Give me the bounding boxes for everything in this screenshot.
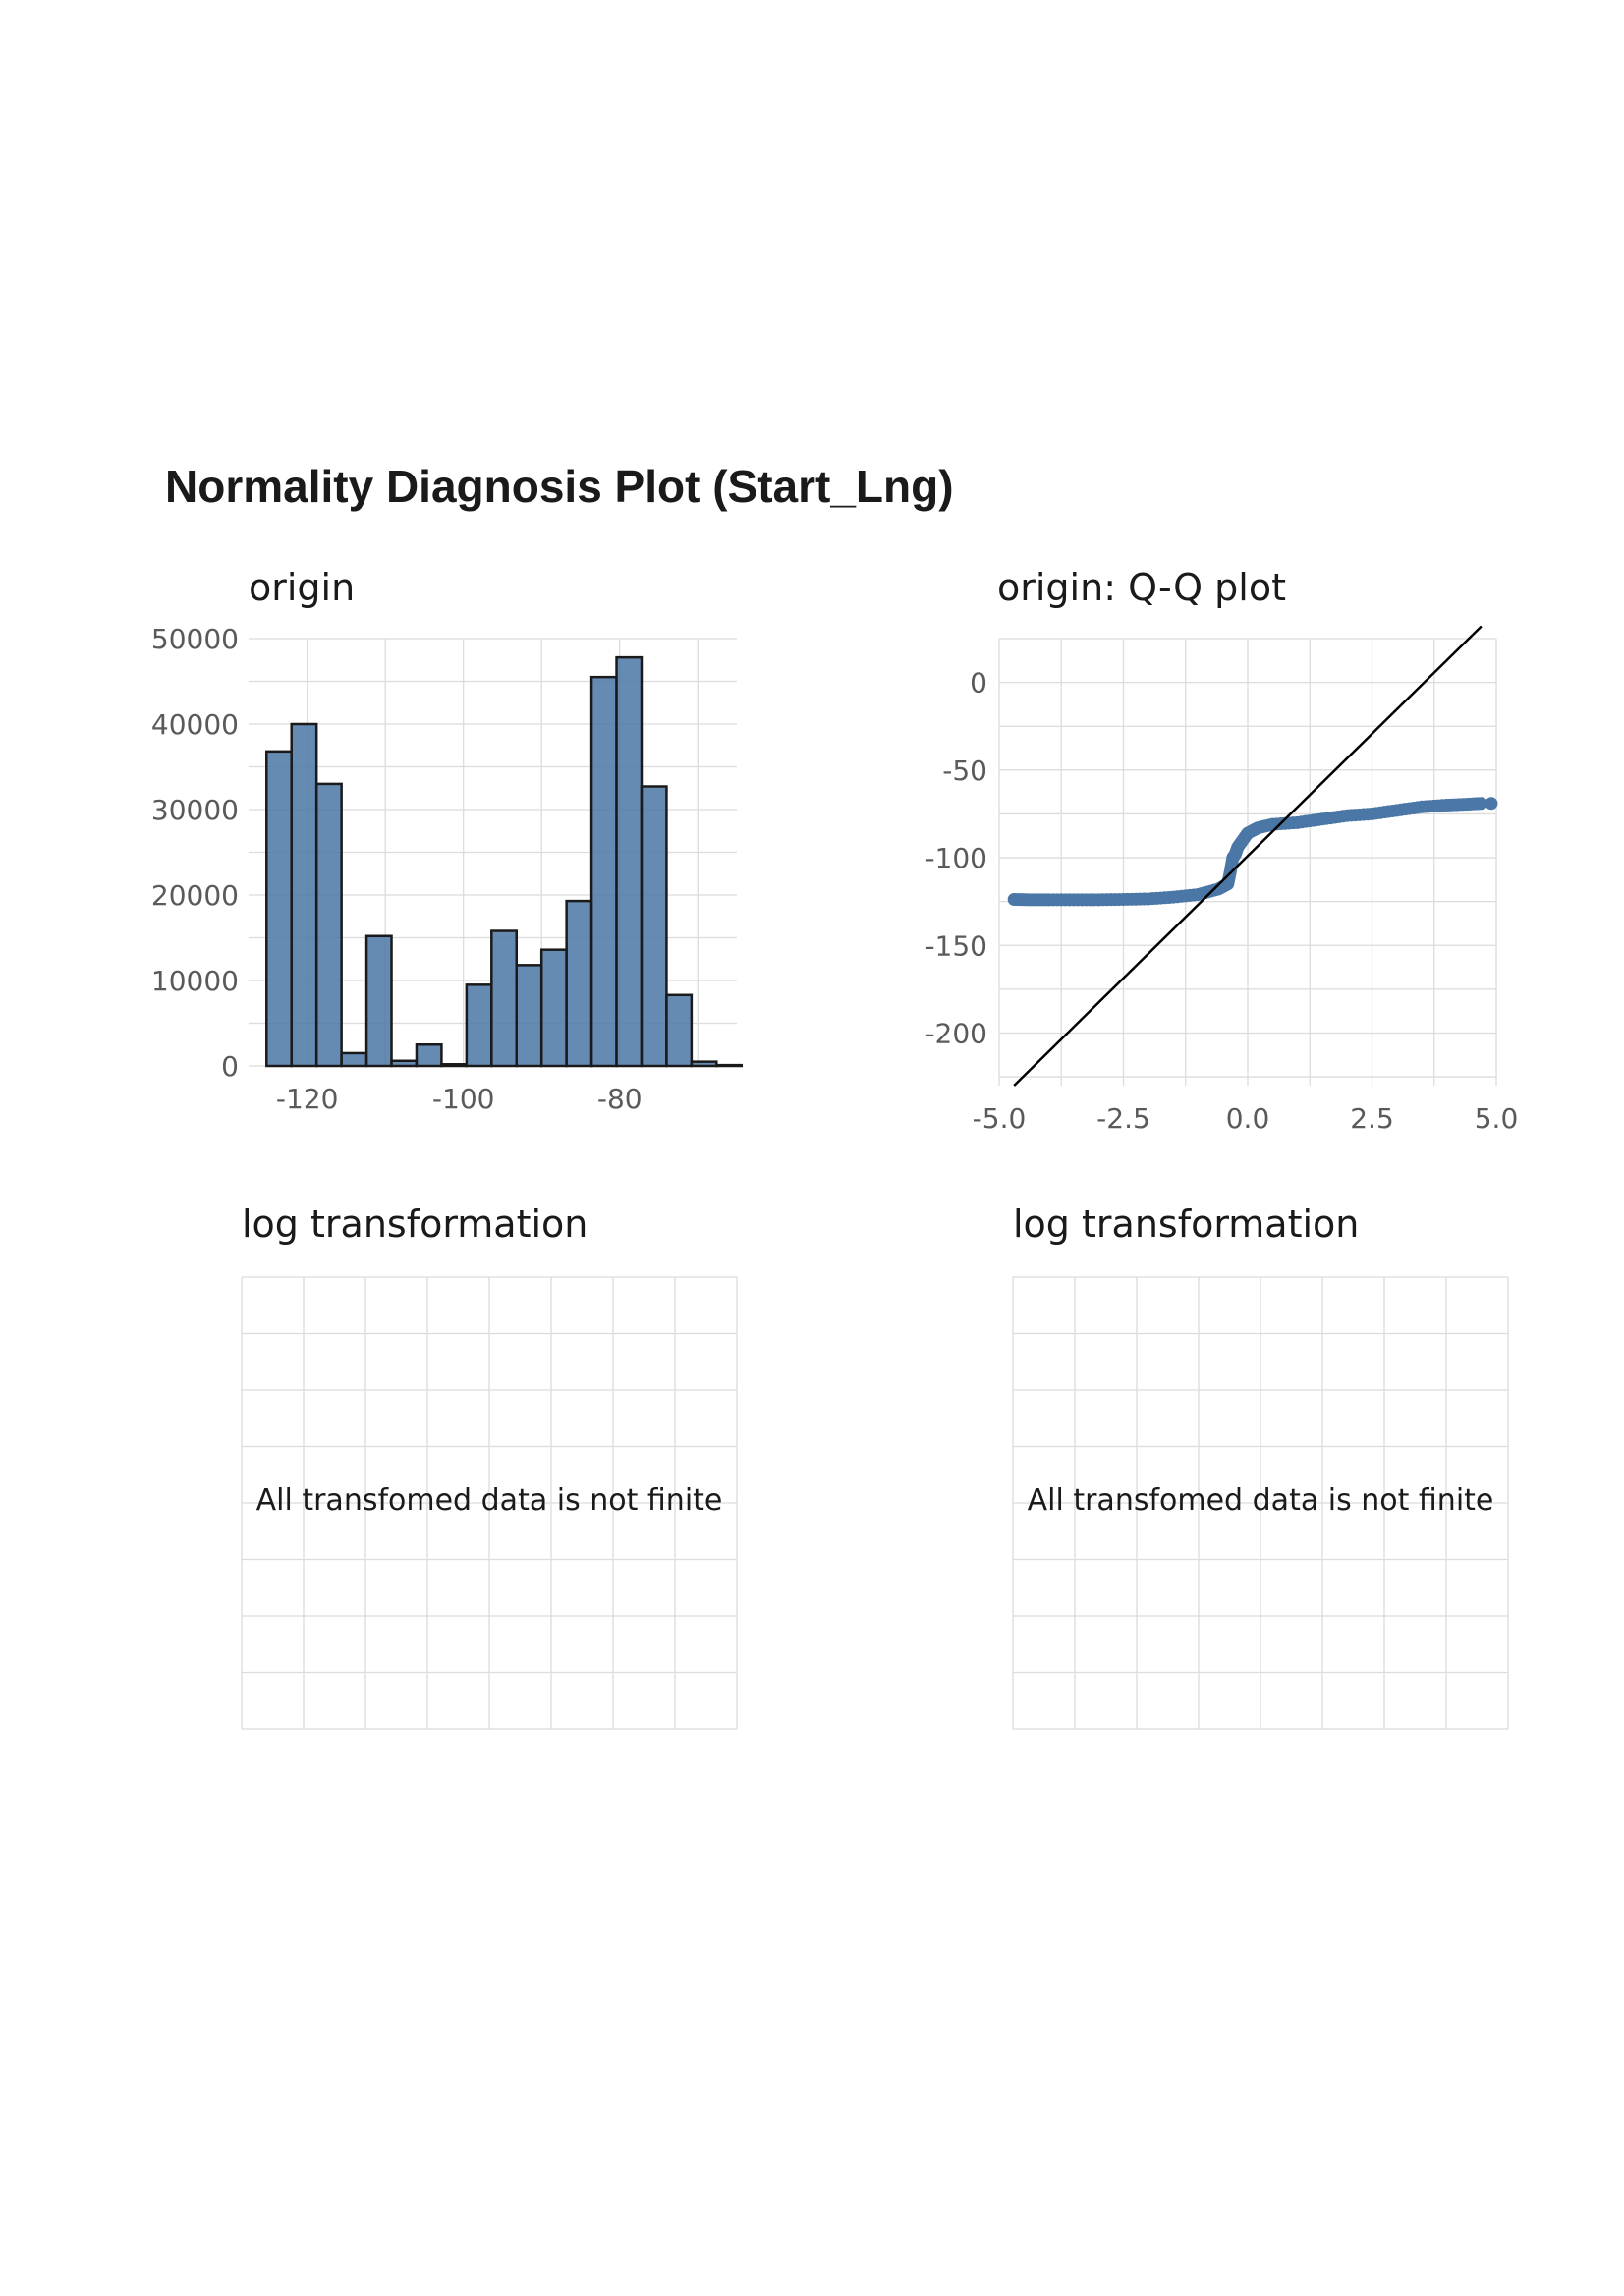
qq-y-tick-label: -200: [924, 1017, 987, 1049]
histogram-x-ticks: -120 -100 -80: [276, 1083, 643, 1115]
qq-reference-line: [1013, 625, 1483, 1087]
qq-x-tick-label: -5.0: [973, 1102, 1027, 1135]
histogram-y-tick-label: 20000: [151, 879, 239, 912]
qq-y-tick-label: -100: [924, 842, 987, 874]
log-panel-right-message: All transfomed data is not finite: [1028, 1484, 1494, 1518]
qq-x-tick-label: 0.0: [1226, 1102, 1270, 1135]
page-title: Normality Diagnosis Plot (Start_Lng): [165, 461, 954, 512]
qq-point: [1475, 797, 1488, 811]
qq-point: [1484, 797, 1498, 811]
histogram-bar: [715, 1063, 744, 1068]
histogram-bar: [314, 782, 343, 1068]
histogram-x-tick-label: -80: [597, 1083, 643, 1115]
histogram-bar: [589, 675, 618, 1068]
log-panel-right-subtitle: log transformation: [1013, 1203, 1359, 1246]
qq-plot-y-ticks: 0 -50 -100 -150 -200: [924, 667, 987, 1050]
log-panel-left-message: All transfomed data is not finite: [256, 1484, 723, 1518]
histogram-bar: [290, 722, 318, 1068]
histogram-bar: [690, 1060, 718, 1068]
histogram-y-tick-label: 0: [221, 1050, 239, 1083]
histogram-bars: [265, 655, 744, 1068]
log-panel-left-subtitle: log transformation: [242, 1203, 588, 1246]
log-panel-left-grid: [241, 1276, 738, 1730]
qq-x-tick-label: 5.0: [1475, 1102, 1519, 1135]
histogram-bar: [490, 929, 519, 1068]
qq-plot-subtitle: origin: Q-Q plot: [997, 566, 1286, 609]
qq-y-tick-label: -150: [924, 929, 987, 962]
histogram-y-tick-label: 40000: [151, 708, 239, 741]
histogram-bar: [565, 899, 593, 1068]
qq-plot-panel: origin: Q-Q plot 0 -50 -100 -150 -200 -5.0 -2…: [924, 566, 1518, 1135]
log-panel-right-grid: [1012, 1276, 1509, 1730]
qq-plot-grid: [998, 638, 1497, 1086]
qq-y-tick-label: -50: [942, 755, 987, 787]
histogram-bar: [465, 983, 493, 1068]
histogram-bar: [539, 948, 568, 1068]
histogram-bar: [415, 1043, 443, 1068]
histogram-bar: [440, 1063, 469, 1068]
qq-plot-x-ticks: -5.0 -2.5 0.0 2.5 5.0: [973, 1102, 1519, 1135]
qq-x-tick-label: -2.5: [1096, 1102, 1150, 1135]
histogram-y-tick-label: 10000: [151, 965, 239, 997]
histogram-y-ticks: 0 10000 20000 30000 40000 50000: [151, 623, 239, 1083]
histogram-x-tick-label: -120: [276, 1083, 339, 1115]
histogram-bar: [665, 993, 694, 1068]
histogram-bar: [265, 750, 293, 1068]
qq-x-tick-label: 2.5: [1350, 1102, 1394, 1135]
histogram-bar: [515, 964, 543, 1068]
histogram-bar: [364, 934, 393, 1068]
histogram-y-tick-label: 30000: [151, 794, 239, 826]
histogram-y-tick-label: 50000: [151, 623, 239, 655]
histogram-bar: [340, 1051, 368, 1068]
log-transformation-panel-right: log transformation All transfomed data i…: [1012, 1203, 1509, 1730]
histogram-subtitle: origin: [249, 566, 355, 609]
histogram-bar: [640, 785, 668, 1068]
log-transformation-panel-left: log transformation All transfomed data i…: [241, 1203, 738, 1730]
histogram-bar: [615, 655, 644, 1068]
qq-y-tick-label: 0: [970, 667, 987, 700]
histogram-x-tick-label: -100: [432, 1083, 495, 1115]
histogram-bar: [390, 1059, 419, 1068]
